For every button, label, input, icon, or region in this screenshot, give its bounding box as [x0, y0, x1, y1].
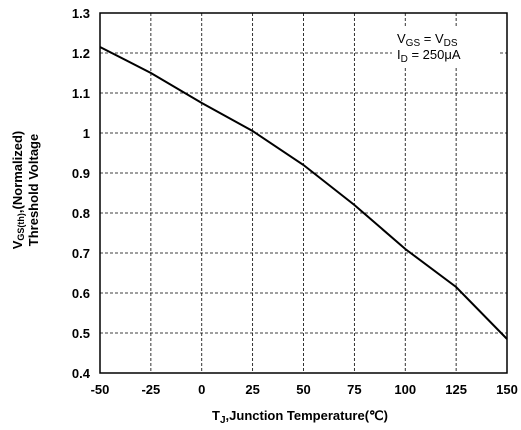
y-tick-label: 1.2	[72, 46, 90, 61]
y-tick-label: 0.7	[72, 246, 90, 261]
data-points	[99, 46, 508, 340]
x-tick-label: 75	[347, 382, 361, 397]
y-tick-label: 1	[83, 126, 90, 141]
x-axis-title: TJ,Junction Temperature(℃)	[212, 408, 388, 426]
x-tick-label: 50	[296, 382, 310, 397]
x-tick-label: 125	[445, 382, 467, 397]
x-tick-labels: -50 -25 0 25 50 75 100 125 150	[91, 382, 518, 397]
annotation-background	[392, 27, 498, 67]
y-tick-labels: 0.4 0.5 0.6 0.7 0.8 0.9 1 1.1 1.2 1.3	[72, 6, 91, 381]
y-tick-label: 1.3	[72, 6, 90, 21]
annotation-line-id: ID = 250μA	[397, 47, 461, 65]
x-tick-label: 100	[394, 382, 416, 397]
plot-area-frame	[99, 12, 508, 374]
x-tick-label: 150	[496, 382, 518, 397]
x-tick-label: -25	[141, 382, 160, 397]
y-tick-label: 0.4	[72, 366, 91, 381]
x-tick-label: 0	[198, 382, 205, 397]
condition-annotation: VGS = VDS ID = 250μA	[392, 27, 498, 67]
y-axis-title-line1: VGS(th),(Normalized)	[10, 131, 26, 250]
x-tick-label: 25	[245, 382, 259, 397]
x-tick-label: -50	[91, 382, 110, 397]
y-tick-label: 0.5	[72, 326, 90, 341]
annotation-line-vgs: VGS = VDS	[397, 31, 458, 49]
y-tick-label: 0.9	[72, 166, 90, 181]
y-tick-label: 0.6	[72, 286, 90, 301]
y-tick-label: 0.8	[72, 206, 90, 221]
y-axis-title-line2: Threshold Voltage	[26, 134, 41, 246]
y-tick-label: 1.1	[72, 86, 90, 101]
